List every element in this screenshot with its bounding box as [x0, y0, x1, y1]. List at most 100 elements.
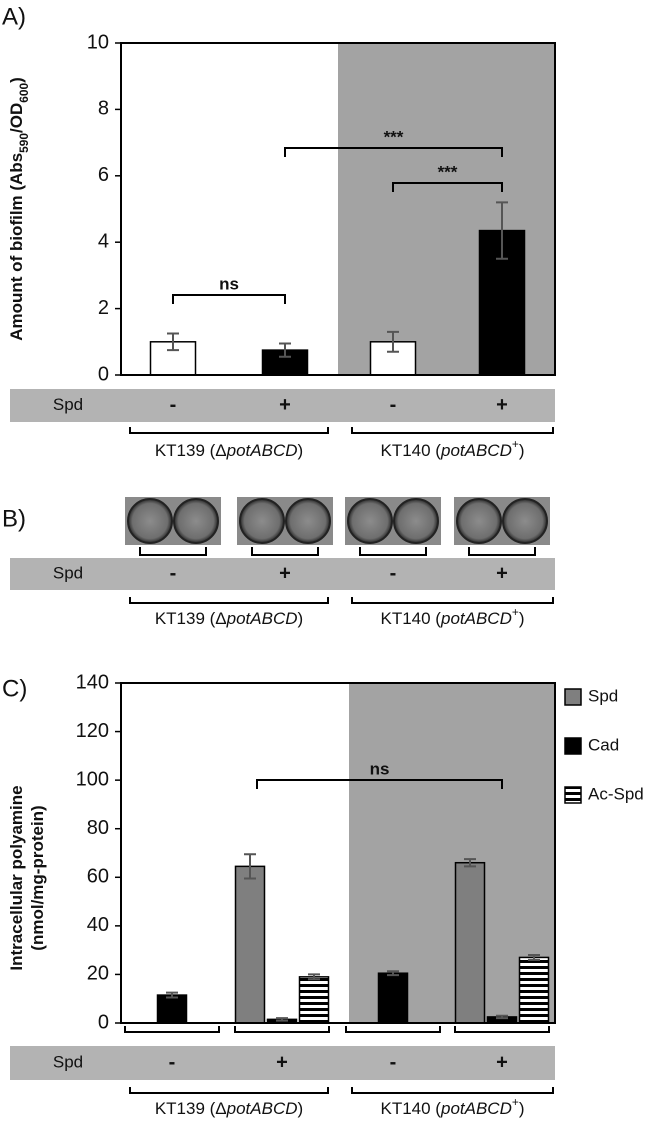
legend-label: Ac-Spd: [588, 784, 644, 803]
text-part: ): [519, 1099, 525, 1118]
text-part: ): [7, 77, 26, 83]
error-bar: [308, 973, 320, 981]
group-label: KT140 (potABCD+): [381, 1095, 525, 1118]
bar: [518, 956, 550, 1024]
legend-swatch: [564, 688, 582, 706]
group-bracket: [129, 597, 329, 604]
text-part: 590: [17, 133, 31, 153]
row-value: +: [279, 394, 291, 416]
well-bracket: [468, 547, 536, 556]
well: [285, 498, 331, 544]
group-bracket: [351, 1087, 554, 1094]
sig-bracket: [392, 182, 503, 192]
y-axis-label: Intracellular polyamine: [7, 785, 26, 970]
row-value: -: [170, 562, 177, 584]
legend-label: Cad: [588, 735, 619, 754]
well: [239, 498, 285, 544]
row-value: -: [390, 394, 397, 416]
error-bar: [167, 332, 179, 352]
sig-bracket: [284, 147, 503, 157]
text-part: ): [519, 609, 525, 628]
well: [393, 498, 439, 544]
text-part: KT140 (: [381, 609, 442, 628]
sig-bracket: [172, 294, 286, 304]
text-part: +: [512, 605, 519, 619]
y-tick-label: 140: [76, 671, 109, 693]
y-tick-label: 8: [98, 98, 109, 120]
well-bracket: [359, 547, 427, 556]
well: [173, 498, 219, 544]
sig-bracket: [256, 779, 503, 789]
row-band: [10, 558, 555, 590]
text-part: potABCD: [226, 1099, 298, 1118]
text-part: KT139 (Δ: [155, 1099, 227, 1118]
y-tick-label: 0: [98, 1011, 109, 1033]
row-label: Spd: [53, 1052, 83, 1071]
y-tick-label: 80: [87, 817, 109, 839]
bar: [234, 865, 266, 1024]
row-value: -: [390, 562, 397, 584]
plot-frame: [120, 42, 556, 376]
well-bracket: [139, 547, 207, 556]
row-value: +: [496, 1051, 508, 1073]
group-label: KT139 (ΔpotABCD): [155, 609, 303, 628]
panel-letter: B): [2, 505, 26, 532]
error-bar: [387, 330, 399, 353]
y-tick-label: 4: [98, 230, 109, 252]
text-part: ): [298, 1099, 304, 1118]
text-part: potABCD: [440, 441, 512, 460]
panel-letter: C): [2, 675, 27, 702]
row-value: +: [276, 1051, 288, 1073]
row-band: [10, 1046, 555, 1080]
y-tick-label: 2: [98, 297, 109, 319]
group-label: KT139 (ΔpotABCD): [155, 441, 303, 460]
category-bracket: [345, 1026, 441, 1033]
row-value: -: [170, 394, 177, 416]
row-band: [10, 389, 555, 422]
error-bar: [276, 1017, 288, 1022]
bar: [377, 972, 409, 1024]
sig-label: ***: [384, 127, 404, 146]
row-value: +: [496, 562, 508, 584]
text-part: potABCD: [226, 609, 298, 628]
group-label: KT139 (ΔpotABCD): [155, 1099, 303, 1118]
error-bar: [244, 853, 256, 880]
y-axis-label: Amount of biofilm (Abs590/OD600): [7, 77, 31, 341]
legend-swatch: [564, 737, 582, 755]
sig-label: ***: [438, 162, 458, 181]
row-value: +: [496, 394, 508, 416]
text-part: KT140 (: [381, 441, 442, 460]
text-part: /OD: [7, 103, 26, 133]
row-label: Spd: [53, 563, 83, 582]
error-bar: [166, 991, 178, 999]
well: [127, 498, 173, 544]
y-tick-label: 20: [87, 963, 109, 985]
y-tick-label: 10: [87, 31, 109, 53]
group-label: KT140 (potABCD+): [381, 437, 525, 460]
row-label: Spd: [53, 395, 83, 414]
row-value: +: [279, 562, 291, 584]
legend-swatch: [564, 786, 582, 804]
error-bar: [464, 858, 476, 868]
text-part: ): [519, 441, 525, 460]
group-bracket: [351, 427, 554, 434]
sig-label: ns: [219, 274, 239, 293]
y-tick-label: 60: [87, 866, 109, 888]
plot-frame: [120, 682, 556, 1024]
y-tick-label: 40: [87, 914, 109, 936]
group-bracket: [129, 1087, 329, 1094]
text-part: KT139 (Δ: [155, 441, 227, 460]
well-bracket: [251, 547, 319, 556]
error-bar: [496, 1014, 508, 1020]
text-part: KT140 (: [381, 1099, 442, 1118]
group-bracket: [351, 597, 554, 604]
bar: [454, 861, 486, 1024]
text-part: potABCD: [440, 1099, 512, 1118]
well: [456, 498, 502, 544]
category-bracket: [124, 1026, 220, 1033]
sig-label: ns: [370, 759, 390, 778]
row-value: -: [390, 1051, 397, 1073]
text-part: KT139 (Δ: [155, 609, 227, 628]
